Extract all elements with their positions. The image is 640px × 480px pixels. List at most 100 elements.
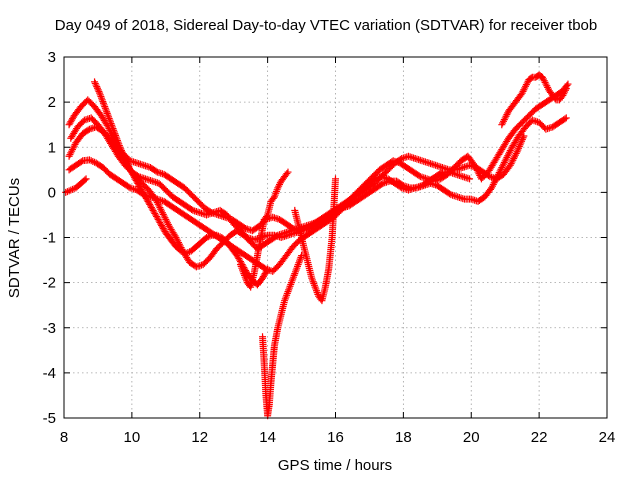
series-trace-3 [65,123,528,235]
data-point [512,149,520,157]
data-point [157,220,165,228]
data-point [63,188,71,196]
data-point [559,91,567,99]
data-point [123,159,131,167]
data-point [236,256,244,264]
data-point [68,185,76,193]
data-point [104,111,112,119]
data-point [106,116,114,124]
data-point [68,115,76,123]
data-point [66,119,74,127]
data-point [539,75,547,83]
data-point [502,155,510,163]
data-point [504,152,512,160]
data-point [128,169,136,177]
data-point [378,180,386,188]
data-point [152,167,160,175]
data-point [206,232,214,240]
data-point [184,249,192,257]
data-point [117,146,125,154]
data-point [154,215,162,223]
data-point [124,161,132,169]
data-point [125,163,133,171]
data-point [156,204,164,212]
x-tick-label: 18 [395,429,412,446]
data-point [158,209,166,217]
y-tick-label: -4 [43,365,56,382]
data-point [158,221,166,229]
data-point [507,160,515,168]
data-point [152,212,160,220]
data-point [147,202,155,210]
x-tick-label: 14 [259,429,276,446]
data-point [93,83,101,91]
data-point [261,270,269,278]
x-axis-title: GPS time / hours [278,457,392,474]
data-point [488,182,496,190]
data-point [130,173,138,181]
data-point [173,235,181,243]
data-point [116,143,124,151]
data-point [133,178,141,186]
data-point [66,151,74,159]
series-trace-10 [498,71,570,129]
data-point [298,252,306,260]
data-point [135,181,143,189]
data-point [105,114,113,122]
data-point [540,77,548,85]
data-point [522,82,530,90]
data-point [82,175,90,183]
data-point [87,157,95,165]
y-tick-label: 1 [48,139,56,156]
data-point [543,82,551,90]
data-point [506,147,514,155]
data-point [115,142,123,150]
data-points [62,71,572,420]
y-tick-label: -5 [43,410,56,427]
data-point [283,170,291,178]
data-point [563,81,571,89]
data-point [498,121,506,129]
data-point [274,184,282,192]
data-point [121,155,129,163]
data-point [89,157,97,165]
data-point [110,126,118,134]
data-point [113,135,121,143]
data-point [511,153,519,161]
data-point [234,253,242,261]
data-point [99,98,107,106]
y-tick-label: 2 [48,94,56,111]
data-point [500,158,508,166]
data-point [396,155,404,163]
data-point [91,78,99,86]
data-point [137,185,145,193]
data-point [510,155,518,163]
data-point [235,255,243,263]
data-point [182,249,190,257]
data-point [158,223,166,231]
data-point [110,128,118,136]
data-point [501,114,509,122]
data-point [155,217,163,225]
data-point [103,108,111,116]
series-trace-5 [62,175,90,196]
data-point [490,179,498,187]
data-point [501,157,509,165]
data-point [107,120,115,128]
data-point [177,247,185,255]
x-tick-label: 20 [463,429,480,446]
data-point [97,92,105,100]
data-point [100,101,108,109]
data-point [519,87,527,95]
data-point [511,151,519,159]
data-point [94,86,102,94]
data-point [68,146,76,154]
data-point [499,119,507,127]
data-point [162,215,170,223]
series-trace-9 [291,175,339,305]
data-point [67,186,75,194]
data-point [143,196,151,204]
data-point [332,175,339,183]
x-tick-label: 24 [599,429,616,446]
